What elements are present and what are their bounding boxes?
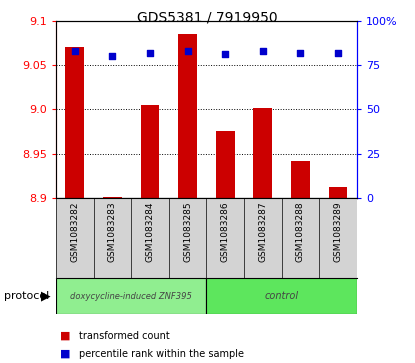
Text: GSM1083288: GSM1083288 <box>296 202 305 262</box>
Point <box>109 53 116 59</box>
Text: ■: ■ <box>60 331 71 341</box>
Text: GSM1083285: GSM1083285 <box>183 202 192 262</box>
Text: GSM1083286: GSM1083286 <box>221 202 230 262</box>
Bar <box>141 105 159 198</box>
Bar <box>329 187 347 198</box>
Point <box>297 50 304 56</box>
Text: GDS5381 / 7919950: GDS5381 / 7919950 <box>137 11 278 25</box>
Text: GSM1083283: GSM1083283 <box>108 202 117 262</box>
Text: protocol: protocol <box>4 291 49 301</box>
Point <box>184 48 191 54</box>
Bar <box>291 161 310 198</box>
Point <box>71 48 78 54</box>
Text: doxycycline-induced ZNF395: doxycycline-induced ZNF395 <box>70 292 192 301</box>
Bar <box>206 278 357 314</box>
Text: ▶: ▶ <box>41 290 51 303</box>
Bar <box>66 47 84 198</box>
Text: transformed count: transformed count <box>79 331 170 341</box>
Point <box>222 52 229 57</box>
Bar <box>216 131 234 198</box>
Point <box>259 48 266 54</box>
Text: ■: ■ <box>60 349 71 359</box>
Text: GSM1083284: GSM1083284 <box>146 202 154 262</box>
Point <box>335 50 342 56</box>
Text: GSM1083287: GSM1083287 <box>259 202 267 262</box>
Bar <box>56 278 206 314</box>
Text: control: control <box>265 291 299 301</box>
Bar <box>254 109 272 198</box>
Text: GSM1083282: GSM1083282 <box>70 202 79 262</box>
Bar <box>178 34 197 198</box>
Point <box>147 50 154 56</box>
Text: percentile rank within the sample: percentile rank within the sample <box>79 349 244 359</box>
Bar <box>103 197 122 198</box>
Text: GSM1083289: GSM1083289 <box>334 202 343 262</box>
